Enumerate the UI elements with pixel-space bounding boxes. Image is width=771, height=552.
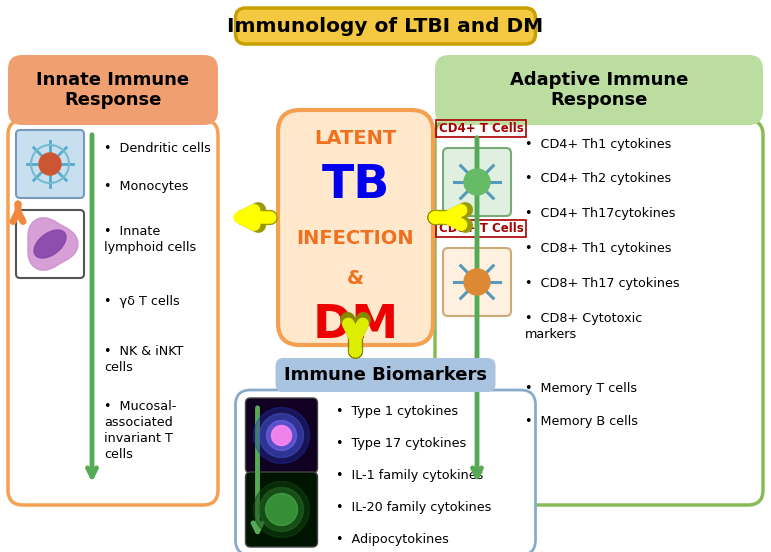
Text: •  Type 17 cytokines: • Type 17 cytokines: [335, 437, 466, 450]
Text: •  Memory B cells: • Memory B cells: [525, 415, 638, 428]
Text: INFECTION: INFECTION: [297, 229, 414, 247]
Text: •  CD8+ Cytotoxic
markers: • CD8+ Cytotoxic markers: [525, 312, 642, 341]
Text: •  CD4+ Th2 cytokines: • CD4+ Th2 cytokines: [525, 172, 672, 185]
Text: Immunology of LTBI and DM: Immunology of LTBI and DM: [227, 17, 544, 35]
Polygon shape: [271, 426, 291, 445]
Text: TB: TB: [322, 162, 389, 208]
Text: •  IL-1 family cytokines: • IL-1 family cytokines: [335, 469, 483, 482]
Text: •  IL-20 family cytokines: • IL-20 family cytokines: [335, 501, 491, 514]
Circle shape: [464, 169, 490, 195]
FancyBboxPatch shape: [16, 210, 84, 278]
Text: •  CD8+ Th1 cytokines: • CD8+ Th1 cytokines: [525, 242, 672, 255]
FancyBboxPatch shape: [443, 148, 511, 216]
Polygon shape: [260, 413, 304, 458]
Text: &: &: [347, 268, 364, 288]
Text: LATENT: LATENT: [315, 129, 396, 147]
Text: •  CD8+ Th17 cytokines: • CD8+ Th17 cytokines: [525, 277, 679, 290]
Polygon shape: [267, 421, 297, 450]
Polygon shape: [28, 218, 78, 270]
Polygon shape: [34, 230, 66, 258]
Text: Adaptive Immune
Response: Adaptive Immune Response: [510, 71, 689, 109]
Text: CD8+ T Cells: CD8+ T Cells: [439, 222, 524, 235]
FancyBboxPatch shape: [235, 8, 536, 44]
Text: •  NK & iNKT
cells: • NK & iNKT cells: [104, 345, 183, 374]
Text: Immune Biomarkers: Immune Biomarkers: [284, 366, 487, 384]
FancyBboxPatch shape: [16, 130, 84, 198]
FancyBboxPatch shape: [443, 248, 511, 316]
FancyBboxPatch shape: [435, 120, 763, 505]
FancyBboxPatch shape: [245, 472, 318, 547]
Text: •  γδ T cells: • γδ T cells: [104, 295, 180, 308]
Text: •  Memory T cells: • Memory T cells: [525, 382, 637, 395]
Text: •  Type 1 cytokines: • Type 1 cytokines: [335, 405, 458, 418]
FancyBboxPatch shape: [245, 398, 318, 473]
Circle shape: [39, 153, 61, 175]
Text: •  Dendritic cells: • Dendritic cells: [104, 142, 211, 155]
Text: •  Monocytes: • Monocytes: [104, 180, 188, 193]
FancyBboxPatch shape: [8, 120, 218, 505]
Text: Innate Immune
Response: Innate Immune Response: [36, 71, 190, 109]
Text: •  Mucosal-
associated
invariant T
cells: • Mucosal- associated invariant T cells: [104, 400, 177, 461]
Text: •  CD4+ Th17cytokines: • CD4+ Th17cytokines: [525, 207, 675, 220]
Text: CD4+ T Cells: CD4+ T Cells: [439, 122, 524, 135]
Polygon shape: [260, 487, 304, 532]
Text: •  Adipocytokines: • Adipocytokines: [335, 533, 449, 546]
FancyBboxPatch shape: [235, 390, 536, 552]
Polygon shape: [254, 481, 309, 538]
Polygon shape: [265, 493, 298, 526]
FancyBboxPatch shape: [275, 358, 496, 392]
Polygon shape: [254, 407, 309, 464]
Text: •  Innate
lymphoid cells: • Innate lymphoid cells: [104, 225, 197, 254]
Text: •  CD4+ Th1 cytokines: • CD4+ Th1 cytokines: [525, 138, 672, 151]
Text: DM: DM: [312, 302, 399, 348]
FancyBboxPatch shape: [8, 55, 218, 125]
Circle shape: [464, 269, 490, 295]
FancyBboxPatch shape: [435, 55, 763, 125]
FancyBboxPatch shape: [278, 110, 433, 345]
